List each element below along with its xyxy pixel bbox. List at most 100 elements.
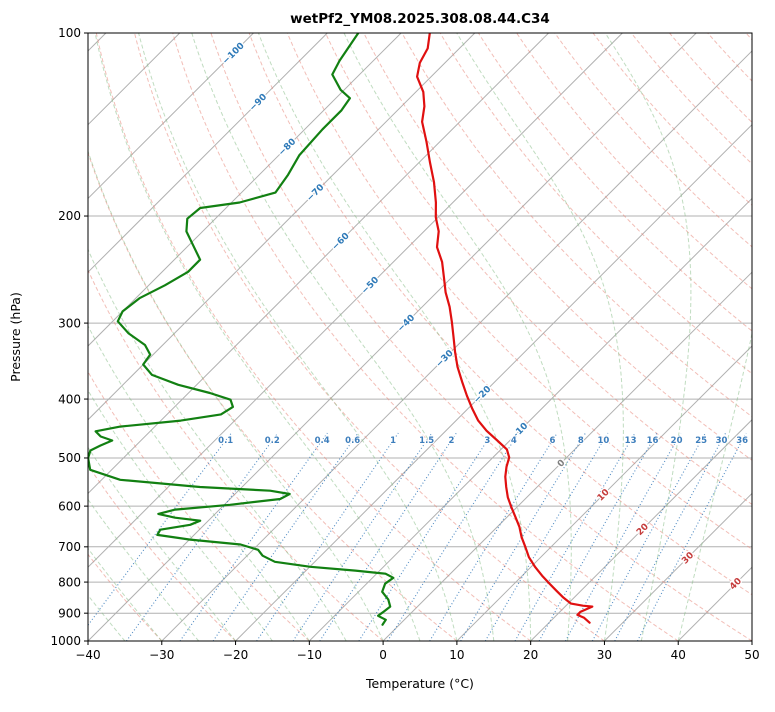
x-tick-label: 40 bbox=[671, 648, 686, 662]
x-tick-label: −20 bbox=[223, 648, 248, 662]
dry-adiabat-line bbox=[440, 33, 775, 641]
mixing-ratio-label: 20 bbox=[671, 436, 683, 446]
x-tick-label: −40 bbox=[75, 648, 100, 662]
isotherm-label: −100 bbox=[221, 41, 247, 67]
mixing-ratio-label: 16 bbox=[647, 436, 659, 446]
chart-title: wetPf2_YM08.2025.308.08.44.C34 bbox=[290, 11, 550, 27]
moist-adiabat-line bbox=[59, 33, 384, 641]
mixing-ratio-label: 0.1 bbox=[218, 436, 233, 446]
moist-adiabat-line bbox=[192, 33, 494, 641]
mixing-ratio-label: 30 bbox=[716, 436, 728, 446]
dry-adiabat-line bbox=[173, 33, 679, 641]
mixing-ratio-line bbox=[638, 433, 747, 641]
x-tick-label: 20 bbox=[523, 648, 538, 662]
mixing-ratio-line bbox=[592, 433, 705, 641]
isobar-gridlines bbox=[88, 33, 752, 641]
dry-adiabat-line bbox=[0, 33, 309, 641]
dry-adiabat-line bbox=[670, 33, 775, 641]
isotherm-line bbox=[678, 33, 775, 641]
dry-adiabat-line bbox=[364, 33, 775, 641]
isotherm-label: 30 bbox=[680, 551, 696, 567]
isotherm-label: −90 bbox=[248, 92, 269, 113]
y-tick-label: 900 bbox=[58, 606, 81, 620]
mixing-ratio-label: 0.6 bbox=[345, 436, 360, 446]
mixing-ratio-line bbox=[127, 433, 278, 641]
y-tick-label: 800 bbox=[58, 575, 81, 589]
mixing-ratio-label: 3 bbox=[484, 436, 490, 446]
isotherm-label: −80 bbox=[277, 137, 298, 158]
temperature-trace bbox=[417, 33, 592, 623]
moist-adiabat-line bbox=[0, 33, 199, 641]
isotherm-line bbox=[236, 33, 775, 641]
isotherm-line bbox=[162, 33, 770, 641]
dry-adiabat-line bbox=[135, 33, 605, 641]
mixing-ratio-label: 36 bbox=[736, 436, 748, 446]
isotherm-label: −30 bbox=[434, 348, 455, 369]
y-tick-label: 600 bbox=[58, 499, 81, 513]
y-tick-label: 700 bbox=[58, 540, 81, 554]
moist-adiabat-line bbox=[678, 33, 775, 641]
x-tick-label: −30 bbox=[149, 648, 174, 662]
isotherm-label: 40 bbox=[728, 576, 744, 592]
mixing-ratio-label: 1.5 bbox=[419, 436, 434, 446]
mixing-ratio-label: 8 bbox=[578, 436, 584, 446]
y-tick-label: 1000 bbox=[50, 634, 81, 648]
y-tick-label: 400 bbox=[58, 392, 81, 406]
isotherm-label: −60 bbox=[330, 231, 351, 252]
mixing-ratio-line bbox=[430, 433, 557, 641]
dry-adiabat-line bbox=[746, 33, 775, 641]
mixing-ratio-label: 6 bbox=[549, 436, 555, 446]
moist-adiabat-line bbox=[0, 33, 236, 641]
isotherm-line bbox=[309, 33, 775, 641]
mixing-ratio-label: 2 bbox=[448, 436, 454, 446]
isotherm-label: −20 bbox=[472, 384, 493, 405]
y-tick-label: 200 bbox=[58, 209, 81, 223]
y-tick-label: 100 bbox=[58, 26, 81, 40]
dry-adiabat-line bbox=[708, 33, 775, 641]
isotherm-label: 10 bbox=[596, 488, 612, 504]
dry-adiabat-line bbox=[211, 33, 752, 641]
mixing-ratio-label: 0.4 bbox=[315, 436, 330, 446]
mixing-ratio-line bbox=[293, 433, 432, 641]
x-tick-label: 0 bbox=[379, 648, 387, 662]
x-tick-label: 10 bbox=[449, 648, 464, 662]
mixing-ratio-line bbox=[180, 433, 327, 641]
isotherm-label: 0 bbox=[556, 458, 568, 470]
isotherm-label: −70 bbox=[305, 183, 326, 204]
isotherm-line bbox=[0, 33, 180, 641]
chart-layers: −100−90−80−70−60−50−40−30−20−10010203040… bbox=[0, 26, 775, 662]
isotherm-line bbox=[88, 33, 696, 641]
isotherm-label: −40 bbox=[396, 313, 417, 334]
dewpoint-trace bbox=[88, 33, 393, 625]
plot-area bbox=[0, 33, 775, 641]
mixing-ratio-label: 0.2 bbox=[265, 436, 280, 446]
moist-adiabat-line bbox=[139, 33, 457, 641]
isotherm-label: −50 bbox=[360, 275, 381, 296]
mixing-ratio-label: 4 bbox=[511, 436, 517, 446]
mixing-ratio-line bbox=[485, 433, 608, 641]
y-axis-label: Pressure (hPa) bbox=[8, 292, 23, 382]
dry-adiabat-line bbox=[0, 33, 236, 641]
mixing-ratio-label: 25 bbox=[695, 436, 707, 446]
dry-adiabat-line bbox=[326, 33, 775, 641]
isotherm-line bbox=[752, 33, 775, 641]
dry-adiabat-line bbox=[517, 33, 775, 641]
mixing-ratio-line bbox=[213, 433, 358, 641]
mixing-ratio-label: 10 bbox=[597, 436, 609, 446]
isotherm-line bbox=[383, 33, 775, 641]
isotherm-line bbox=[0, 33, 254, 641]
moist-adiabat-line bbox=[0, 33, 309, 641]
isotherm-line bbox=[14, 33, 622, 641]
x-tick-label: 50 bbox=[744, 648, 759, 662]
x-tick-label: −10 bbox=[297, 648, 322, 662]
x-axis-label: Temperature (°C) bbox=[365, 676, 474, 691]
plot-frame bbox=[88, 33, 752, 641]
mixing-ratio-line bbox=[359, 433, 492, 641]
y-tick-label: 500 bbox=[58, 451, 81, 465]
mixing-ratio-label: 1 bbox=[390, 436, 396, 446]
moist-adiabat-line bbox=[0, 33, 272, 641]
